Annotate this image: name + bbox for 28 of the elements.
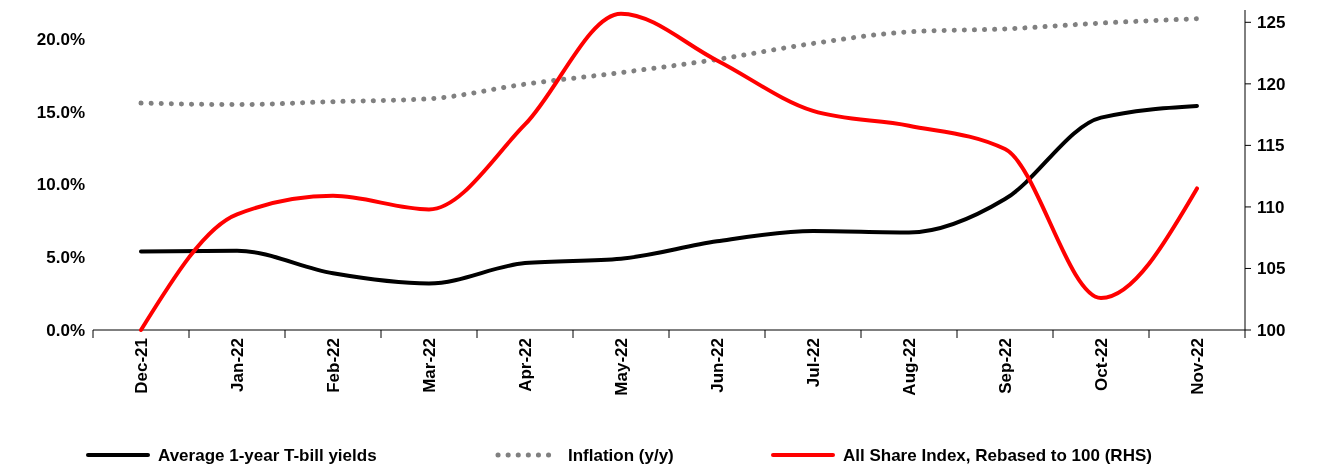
x-tick-label: Jan-22 [228,338,247,392]
x-tick-label: Nov-22 [1188,338,1207,395]
y-tick-label: 15.0% [36,102,85,122]
y-tick-label: 0.0% [46,320,85,340]
y-tick-label: 5.0% [46,248,85,268]
y2-tick-label: 100 [1257,320,1286,340]
y-tick-label: 20.0% [36,30,85,50]
y2-tick-label: 120 [1257,74,1286,94]
x-tick-label: Feb-22 [324,338,343,393]
x-tick-label: Aug-22 [900,338,919,396]
x-tick-label: Apr-22 [516,338,535,392]
legend-label: Average 1-year T-bill yields [158,445,377,465]
x-tick-label: Mar-22 [420,338,439,393]
x-tick-label: Dec-21 [132,338,151,394]
x-tick-label: Sep-22 [996,338,1015,394]
y2-tick-label: 125 [1257,13,1286,33]
x-tick-label: Jun-22 [708,338,727,393]
line-series [139,11,1199,332]
x-tick-label: Jul-22 [804,338,823,388]
y2-tick-label: 105 [1257,259,1286,279]
x-tick-label: Oct-22 [1092,338,1111,391]
x-tick-label: May-22 [612,338,631,396]
y2-tick-label: 110 [1257,197,1285,217]
legend-label: All Share Index, Rebased to 100 (RHS) [843,445,1152,465]
legend-label: Inflation (y/y) [568,445,674,465]
y2-tick-label: 115 [1257,136,1285,156]
y-tick-label: 10.0% [36,175,85,195]
line-series [139,104,1199,286]
